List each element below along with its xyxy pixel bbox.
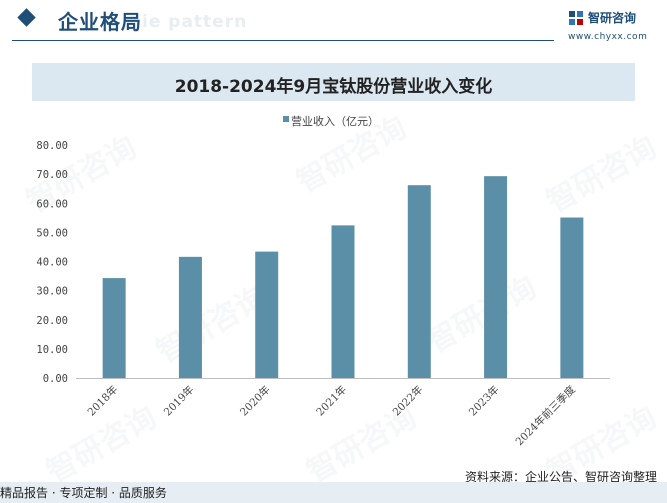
brand-logo: 智研咨询 www.chyxx.com xyxy=(568,9,663,43)
bar xyxy=(407,185,431,378)
legend-swatch xyxy=(283,116,289,122)
x-tick-label: 2021年 xyxy=(314,383,350,419)
x-tick-label: 2018年 xyxy=(85,383,121,419)
bar xyxy=(331,225,355,378)
bar xyxy=(178,256,202,378)
chart-title: 2018-2024年9月宝钛股份营业收入变化 xyxy=(174,77,493,97)
y-tick-label: 40.00 xyxy=(36,257,68,269)
x-tick-label: 2022年 xyxy=(390,383,426,419)
logo-name: 智研咨询 xyxy=(588,11,637,25)
footer-tagline: 精品报告 · 专项定制 · 品质服务 xyxy=(0,486,167,500)
x-tick-label: 2020年 xyxy=(237,383,273,419)
bar xyxy=(102,278,126,378)
logo-url: www.chyxx.com xyxy=(568,32,648,42)
x-tick-label: 2023年 xyxy=(466,383,502,419)
x-tick-label: 2024年前三季度 xyxy=(513,383,579,449)
footer-bar xyxy=(0,482,667,503)
y-tick-label: 30.00 xyxy=(36,286,68,298)
bar xyxy=(484,176,508,378)
y-tick-label: 10.00 xyxy=(36,344,68,356)
y-tick-label: 80.00 xyxy=(36,140,68,152)
y-tick-label: 70.00 xyxy=(36,169,68,181)
y-tick-label: 60.00 xyxy=(36,198,68,210)
bar xyxy=(255,251,279,378)
section-subtitle: ie pattern xyxy=(142,12,248,32)
bar xyxy=(560,217,584,378)
y-tick-label: 20.00 xyxy=(36,315,68,327)
section-title: 企业格局 xyxy=(58,10,142,34)
header-divider xyxy=(12,40,554,41)
y-tick-label: 0.00 xyxy=(43,373,68,385)
chart-title-band: 2018-2024年9月宝钛股份营业收入变化 xyxy=(32,63,635,101)
bar-chart: 0.00 10.00 20.00 30.00 40.00 50.00 60.00 70.00 8… xyxy=(36,140,610,449)
y-tick-label: 50.00 xyxy=(36,227,68,239)
logo-mark-icon xyxy=(569,11,583,25)
source-note: 资料来源：企业公告、智研咨询整理 xyxy=(464,470,657,484)
x-tick-label: 2019年 xyxy=(161,383,197,419)
legend-label: 营业收入（亿元） xyxy=(291,115,379,128)
page-header: ie pattern 企业格局 智研咨询 www.chyxx.com xyxy=(0,0,667,44)
